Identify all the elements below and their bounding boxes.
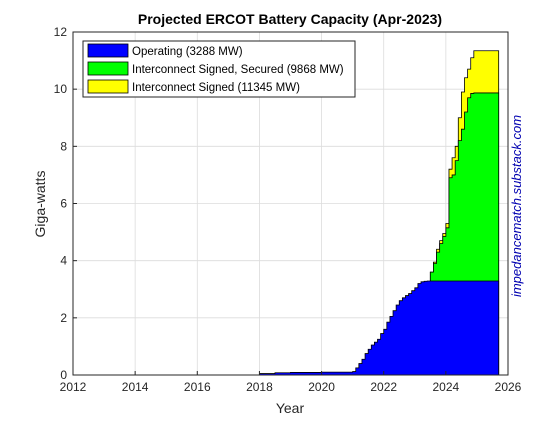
- y-tick-label: 6: [60, 197, 67, 211]
- y-tick-label: 2: [60, 311, 67, 325]
- y-axis-label: Giga-watts: [32, 171, 48, 238]
- x-tick-label: 2022: [370, 380, 397, 394]
- x-tick-label: 2016: [184, 380, 211, 394]
- y-tick-label: 4: [60, 254, 67, 268]
- y-tick-label: 8: [60, 139, 67, 153]
- x-tick-label: 2020: [308, 380, 335, 394]
- chart-title: Projected ERCOT Battery Capacity (Apr-20…: [138, 11, 442, 27]
- legend-item: Interconnect Signed, Secured (9868 MW): [87, 61, 344, 76]
- x-tick-label: 2012: [60, 380, 87, 394]
- legend-item: Operating (3288 MW): [87, 43, 243, 58]
- x-tick-label: 2018: [246, 380, 273, 394]
- legend-swatch-operating: [87, 43, 129, 58]
- x-tick-label: 2026: [495, 380, 522, 394]
- legend-label-operating: Operating (3288 MW): [132, 46, 243, 58]
- x-tick-label: 2024: [433, 380, 460, 394]
- legend-label-secured: Interconnect Signed, Secured (9868 MW): [132, 64, 344, 76]
- tick-layer: 2012 2014 2016 2018 2020 2022 2024 2026 0 2 4 6 8 10 1…: [54, 25, 522, 394]
- y-tick-label: 10: [54, 82, 68, 96]
- legend-label-signed: Interconnect Signed (11345 MW): [132, 82, 300, 94]
- legend-swatch-signed: [87, 79, 129, 94]
- watermark-text: impedancematch.substack.com: [509, 115, 524, 297]
- legend: Operating (3288 MW) Interconnect Signed,…: [82, 40, 356, 98]
- y-tick-label: 12: [54, 25, 68, 39]
- x-tick-label: 2014: [122, 380, 149, 394]
- series-operating-area: [104, 280, 500, 376]
- x-axis-label: Year: [276, 400, 305, 416]
- y-tick-label: 0: [60, 368, 67, 382]
- legend-swatch-secured: [87, 61, 129, 76]
- legend-item: Interconnect Signed (11345 MW): [87, 79, 300, 94]
